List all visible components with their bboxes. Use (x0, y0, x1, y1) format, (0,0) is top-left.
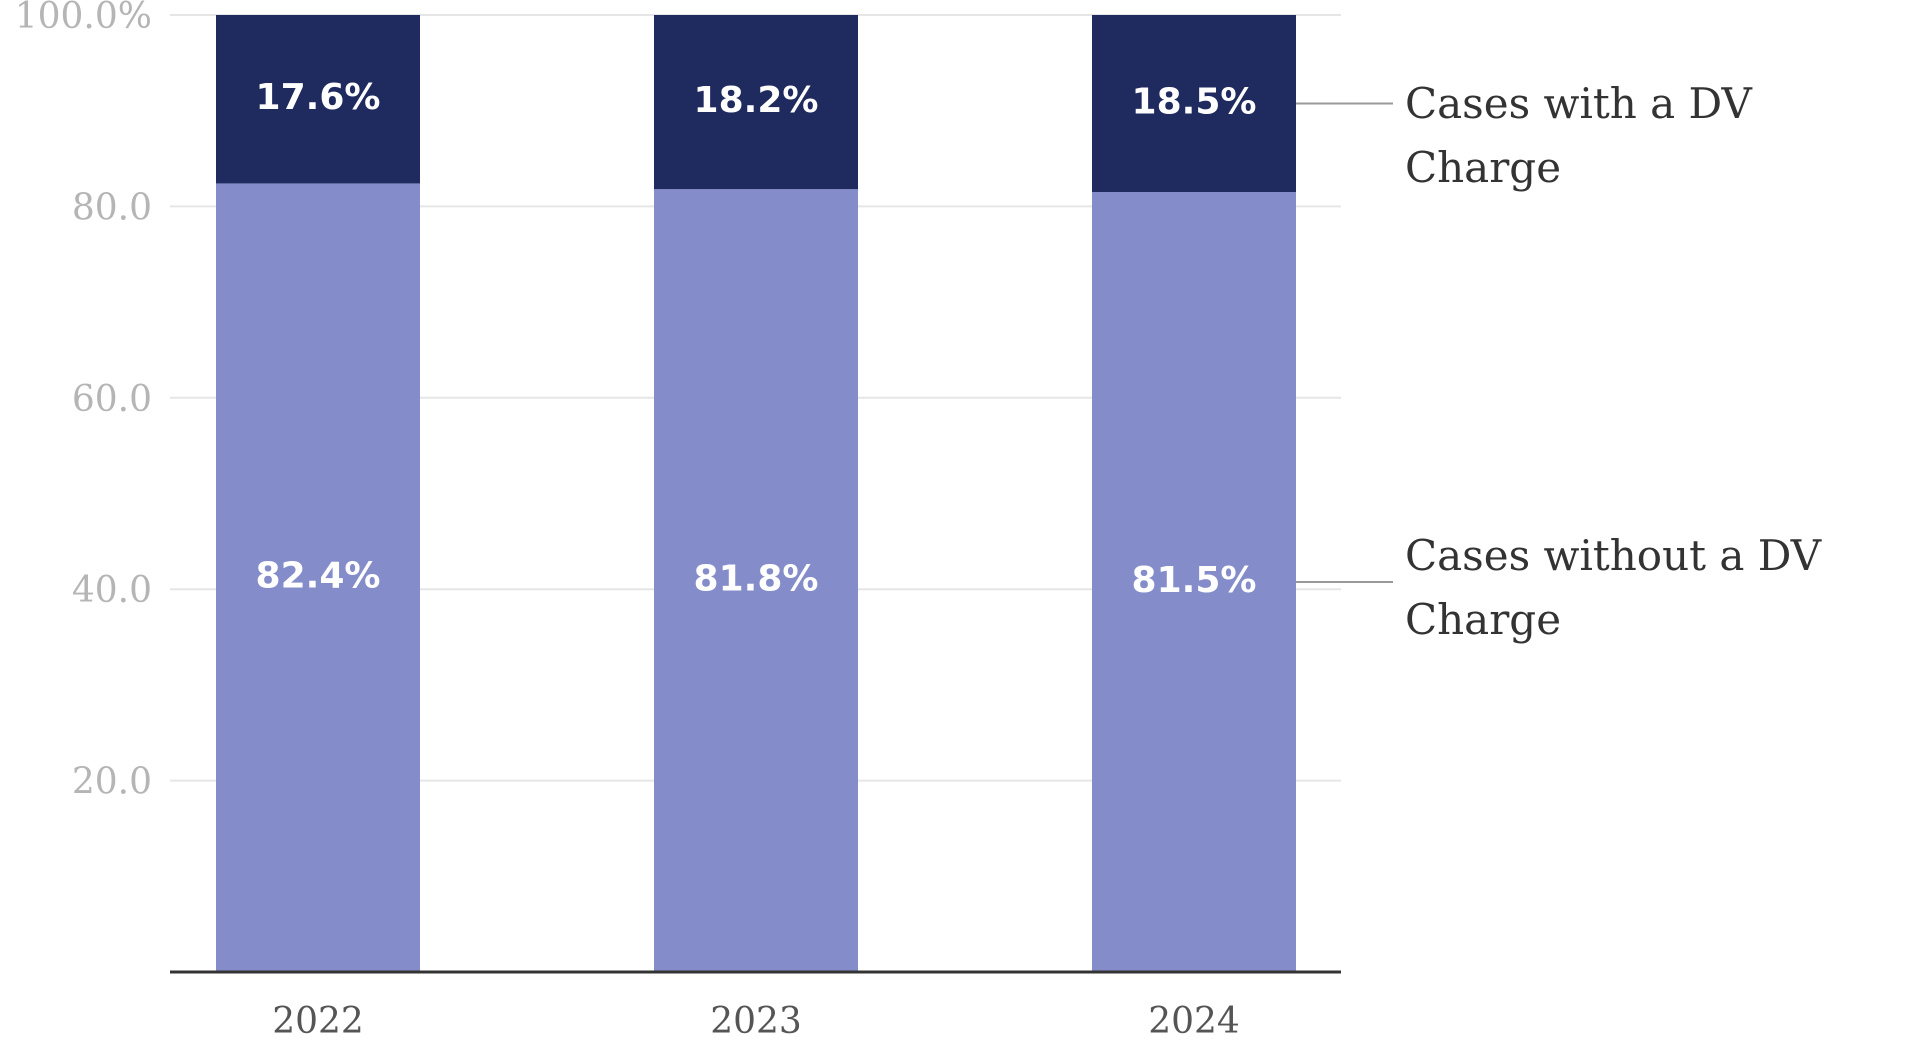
bar-segment (216, 15, 420, 184)
x-tick-label: 2023 (710, 1001, 802, 1042)
bar-segment (1092, 15, 1296, 193)
x-tick-label: 2022 (272, 1001, 364, 1042)
x-tick-label: 2024 (1148, 1001, 1240, 1042)
value-label: 18.5% (1132, 82, 1257, 123)
y-tick-label: 100.0% (15, 0, 152, 37)
y-tick-label: 80.0 (72, 187, 152, 228)
bar-segment (216, 183, 420, 972)
bar-segment (654, 189, 858, 972)
bar-segment (654, 15, 858, 190)
value-label: 81.5% (1132, 560, 1257, 601)
legend-label: Cases with a DV Charge (1405, 78, 1752, 192)
legend-label: Cases without a DV Charge (1405, 531, 1822, 645)
y-tick-label: 60.0 (72, 379, 152, 420)
value-label: 18.2% (694, 80, 819, 121)
y-tick-label: 20.0 (72, 762, 152, 803)
y-tick-label: 40.0 (72, 570, 152, 611)
bar-segment (1092, 192, 1296, 973)
value-label: 81.8% (694, 559, 819, 600)
value-label: 17.6% (256, 77, 381, 118)
value-label: 82.4% (256, 556, 381, 597)
